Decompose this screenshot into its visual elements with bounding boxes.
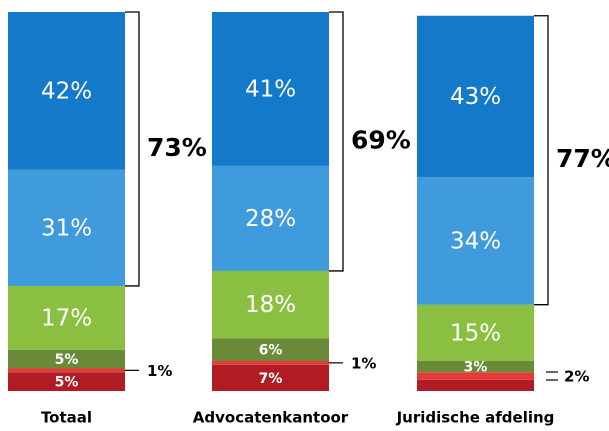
bar-segment (417, 360, 534, 373)
value-label: 43% (450, 84, 501, 110)
value-label: 34% (450, 228, 501, 254)
bar-segment (8, 12, 125, 170)
category-label: Totaal (41, 409, 92, 427)
category-label: Advocatenkantoor (193, 409, 349, 427)
value-label: 7% (259, 371, 283, 387)
bar-segment (212, 338, 329, 361)
value-label: 42% (41, 78, 92, 104)
bar-segment (417, 15, 534, 178)
value-label: 3% (464, 360, 488, 376)
bar-segment (417, 379, 534, 391)
total-label: 73% (147, 133, 207, 162)
bar-segment (212, 270, 329, 339)
value-label: 28% (245, 206, 296, 232)
value-label: 31% (41, 215, 92, 241)
bar-segment (8, 372, 125, 391)
value-label: 17% (41, 305, 92, 331)
bracket (125, 11, 140, 287)
side-label: 1% (351, 354, 376, 372)
bracket (329, 11, 344, 272)
value-label: 41% (245, 76, 296, 102)
value-label: 15% (450, 320, 501, 346)
category-label: Juridische afdeling (396, 409, 555, 427)
side-label: 2% (564, 367, 589, 385)
value-label: 18% (245, 292, 296, 318)
bracket (534, 15, 549, 306)
bar-segment (8, 349, 125, 369)
side-label: 1% (147, 362, 172, 380)
bar-segment (212, 364, 329, 391)
total-label: 77% (556, 144, 609, 173)
total-label: 69% (351, 125, 411, 154)
bar-segment (212, 165, 329, 271)
bar-segment (417, 177, 534, 305)
bar-segment (8, 368, 125, 373)
bar-segment (8, 169, 125, 286)
bar-segment (212, 360, 329, 365)
value-label: 5% (55, 352, 79, 368)
bar-segment (417, 304, 534, 361)
bar-segment (417, 372, 534, 380)
value-label: 6% (259, 343, 283, 359)
value-label: 5% (55, 375, 79, 391)
bar-segment (8, 285, 125, 350)
bar-segment (212, 12, 329, 166)
